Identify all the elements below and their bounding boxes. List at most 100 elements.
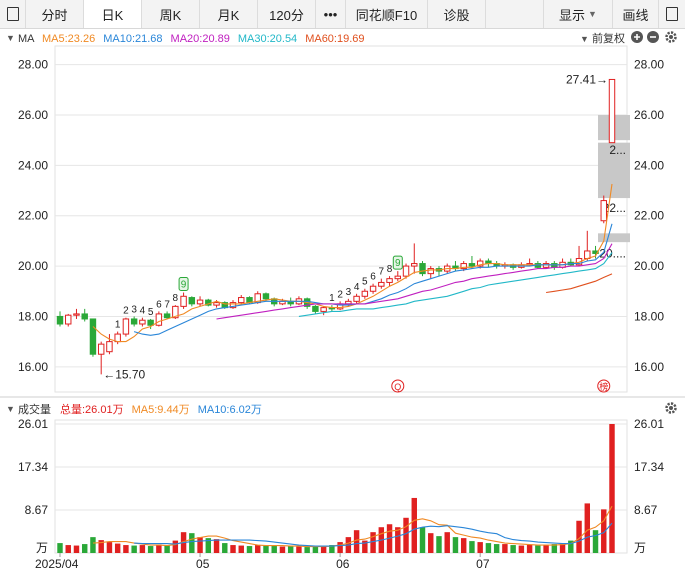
candle [205, 298, 212, 307]
tab-daily-k[interactable]: 日K [84, 0, 142, 28]
candle [402, 263, 410, 279]
volume-bars [57, 424, 615, 553]
volume-bar [106, 542, 113, 553]
ma10-line [133, 223, 613, 336]
td-sequence-number: 4 [140, 306, 146, 317]
price-tick-label-left: 24.00 [18, 158, 48, 172]
remove-indicator-icon[interactable] [647, 31, 659, 43]
price-tick-label-left: 26.00 [18, 108, 48, 122]
candle [419, 261, 426, 277]
panel-icon [6, 7, 19, 21]
volume-bar [255, 545, 261, 553]
volume-bar [147, 546, 154, 553]
candle [196, 296, 204, 307]
td-sequence-number: 2 [337, 289, 343, 300]
tab-monthly-k[interactable]: 月K [200, 0, 258, 28]
tab-120min[interactable]: 120分 [258, 0, 316, 28]
candle [600, 195, 607, 224]
total-volume-legend: 总量:26.01万 [60, 402, 124, 416]
volume-bar [551, 544, 558, 553]
settings-gear-icon[interactable] [665, 31, 677, 43]
volume-ma-lines [92, 505, 613, 548]
volume-bar [485, 543, 492, 553]
td-sequence-number: 2 [123, 306, 129, 317]
tab-f10[interactable]: 同花顺F10 [346, 0, 428, 28]
more-periods-button[interactable]: ••• [316, 0, 346, 28]
ranking-marker[interactable]: 榜 [597, 379, 611, 393]
tab-diagnosis[interactable]: 诊股 [428, 0, 486, 28]
candle [295, 296, 303, 306]
candle-body [386, 278, 393, 283]
volume-bar [493, 544, 500, 553]
volume-bar [238, 545, 244, 553]
td-sequence-number: 9 [395, 258, 401, 269]
volume-bar [329, 545, 335, 553]
candle-body [65, 314, 72, 325]
volume-bar [312, 546, 319, 553]
td-sequence-number: 6 [370, 272, 376, 283]
indicator-label: MA [18, 33, 35, 45]
volume-plot-frame [54, 419, 628, 554]
candle [427, 266, 434, 279]
volume-bar [230, 545, 236, 553]
ma5-legend: MA5:23.26 [42, 33, 95, 45]
tab-intraday[interactable]: 分时 [26, 0, 84, 28]
volume-bar [172, 540, 179, 553]
display-label: 显示 [559, 7, 586, 23]
volume-tick-label-left: 8.67 [25, 503, 49, 517]
candle-body [229, 302, 237, 309]
volume-bar [189, 533, 195, 553]
candle [394, 271, 402, 282]
tab-weekly-k[interactable]: 周K [142, 0, 200, 28]
volume-bar [601, 509, 607, 553]
news-marker-q[interactable]: Q [391, 379, 405, 393]
price-grid [54, 45, 628, 393]
td-sequence-number: 3 [346, 287, 352, 298]
layout-toggle-left[interactable] [0, 0, 26, 28]
volume-bar [246, 546, 253, 553]
candle-body [139, 319, 146, 325]
draw-line-button[interactable]: 画线 [613, 0, 659, 28]
volume-bar [477, 542, 483, 553]
collapse-icon[interactable]: ▼ [6, 404, 15, 414]
chevron-down-icon[interactable]: ▼ [580, 34, 589, 44]
candle [551, 261, 558, 270]
moving-average-lines [92, 183, 613, 343]
toolbar: 分时 日K 周K 月K 120分 ••• 同花顺F10 诊股 显示 ▼ 画线 [0, 0, 685, 29]
candle [608, 78, 616, 144]
volume-bar [123, 545, 129, 553]
x-tick-label: 2025/04 [35, 557, 79, 571]
td-sequence-number: 6 [156, 299, 162, 310]
volume-bar [411, 497, 417, 553]
candle-body [262, 293, 270, 300]
adjust-mode-label[interactable]: 前复权 [592, 31, 625, 45]
candle [139, 317, 146, 327]
candle-body [89, 318, 97, 355]
volume-tick-label-right: 17.34 [634, 460, 664, 474]
volume-bar [304, 547, 310, 553]
layout-toggle-right[interactable] [659, 0, 685, 28]
candle-body [378, 281, 385, 287]
collapse-icon[interactable]: ▼ [6, 33, 15, 43]
settings-gear-icon[interactable] [665, 402, 677, 414]
candle-body [411, 263, 418, 267]
candle [518, 262, 525, 269]
volume-bar [156, 544, 162, 553]
volume-bar [469, 541, 475, 553]
candle [238, 295, 245, 304]
candle-body [155, 313, 163, 326]
volume-bar [568, 540, 574, 553]
candle-body [213, 302, 220, 306]
add-indicator-icon[interactable] [631, 31, 643, 43]
candle [320, 306, 327, 316]
td-sequence-number: 7 [379, 267, 385, 278]
candle [460, 261, 467, 272]
volume-bar [90, 537, 96, 553]
display-dropdown[interactable]: 显示 ▼ [543, 0, 613, 28]
volume-bar [287, 546, 294, 553]
candle-body [476, 260, 484, 267]
volume-bar [271, 545, 277, 553]
candle [188, 296, 196, 307]
candle [89, 318, 97, 357]
